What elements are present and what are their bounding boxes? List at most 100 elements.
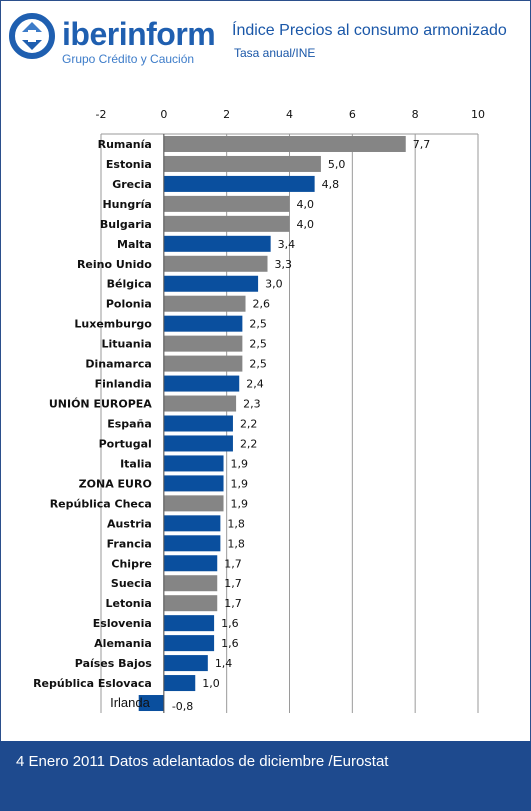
bar <box>163 675 196 692</box>
data-label: -0,8 <box>172 700 193 713</box>
bar <box>163 555 218 572</box>
category-label: Francia <box>107 537 152 550</box>
category-label: UNIÓN EUROPEA <box>49 398 152 411</box>
category-label: Suecia <box>111 577 152 590</box>
x-tick-label: 10 <box>471 108 485 121</box>
bar <box>163 595 218 612</box>
x-tick-label: 2 <box>223 108 230 121</box>
category-label: Lituania <box>102 338 152 351</box>
bar <box>163 295 246 312</box>
bar <box>163 355 243 372</box>
bar <box>163 375 240 392</box>
data-label: 4,8 <box>322 178 340 191</box>
category-label: Malta <box>117 238 152 251</box>
data-label: 1,0 <box>202 677 220 690</box>
category-label: Luxemburgo <box>74 318 152 331</box>
category-label: Dinamarca <box>85 358 151 371</box>
bar <box>163 215 290 232</box>
data-label: 1,9 <box>231 477 249 490</box>
data-label: 3,0 <box>265 278 283 291</box>
bar <box>163 535 221 552</box>
category-label: Estonia <box>106 158 152 171</box>
chart-subtitle: Tasa anual/INE <box>234 46 316 60</box>
category-label: Letonia <box>106 597 152 610</box>
bar <box>163 235 271 252</box>
footer-note: 4 Enero 2011 Datos adelantados de diciem… <box>16 753 389 770</box>
data-label: 2,2 <box>240 437 258 450</box>
brand-name: iberinform <box>62 16 216 52</box>
bar <box>163 615 215 632</box>
bar <box>163 435 233 452</box>
category-label: Portugal <box>99 437 152 450</box>
x-tick-label: 4 <box>286 108 293 121</box>
data-label: 4,0 <box>297 198 315 211</box>
bar <box>138 695 164 712</box>
data-label: 1,7 <box>224 577 242 590</box>
data-label: 5,0 <box>328 158 346 171</box>
bar <box>163 655 208 672</box>
chart-title: Índice Precios al consumo armonizado <box>232 22 507 39</box>
data-label: 7,7 <box>413 138 431 151</box>
category-label: Rumanía <box>98 138 152 151</box>
brand-subtitle: Grupo Crédito y Caución <box>62 52 195 66</box>
data-label: 1,7 <box>224 557 242 570</box>
category-label: Reino Unido <box>77 258 152 271</box>
bar-chart: -2 0 2 4 6 8 10 Rumanía 7,7 Estonia 5,0 Grecia 4,8 Hu… <box>33 108 485 713</box>
data-label: 1,9 <box>231 497 249 510</box>
category-label: Finlandia <box>95 378 152 391</box>
data-label: 2,5 <box>249 358 267 371</box>
footer-bar: 4 Enero 2011 Datos adelantados de diciem… <box>0 741 531 811</box>
category-label: Hungría <box>102 198 151 211</box>
category-label: Chipre <box>111 557 151 570</box>
data-label: 3,3 <box>275 258 293 271</box>
category-label: Italia <box>120 457 152 470</box>
category-label: Bélgica <box>107 278 152 291</box>
data-label: 1,6 <box>221 637 239 650</box>
x-tick-label: 8 <box>412 108 419 121</box>
data-label: 2,5 <box>249 338 267 351</box>
data-label: 2,2 <box>240 418 258 431</box>
bar <box>163 315 243 332</box>
data-label: 2,4 <box>246 378 264 391</box>
data-label: 2,3 <box>243 398 261 411</box>
data-label: 2,5 <box>249 318 267 331</box>
data-label: 1,6 <box>221 617 239 630</box>
data-label: 1,9 <box>231 457 249 470</box>
bar <box>163 475 224 492</box>
data-label: 3,4 <box>278 238 296 251</box>
bar <box>163 395 237 412</box>
bar <box>163 175 315 192</box>
category-label: Austria <box>107 517 152 530</box>
x-tick-label: -2 <box>96 108 107 121</box>
category-label: Irlanda <box>110 695 151 710</box>
category-label: Bulgaria <box>100 218 152 231</box>
data-label: 1,8 <box>227 537 245 550</box>
logo-arrows-icon <box>9 13 55 59</box>
bar <box>163 155 321 172</box>
category-label: Polonia <box>106 298 152 311</box>
category-label: España <box>107 418 152 431</box>
data-label: 1,8 <box>227 517 245 530</box>
category-label: Grecia <box>112 178 152 191</box>
bar <box>163 455 224 472</box>
bar <box>163 415 233 432</box>
bar <box>163 635 215 652</box>
iberinform-logo: iberinform Grupo Crédito y Caución <box>8 12 216 72</box>
bar <box>163 495 224 512</box>
data-label: 1,4 <box>215 657 233 670</box>
data-label: 1,7 <box>224 597 242 610</box>
category-label: Países Bajos <box>75 657 152 670</box>
bar <box>163 255 268 272</box>
category-label: República Eslovaca <box>33 677 152 690</box>
data-label: 4,0 <box>297 218 315 231</box>
bar <box>163 335 243 352</box>
category-label: ZONA EURO <box>79 477 152 490</box>
x-tick-label: 0 <box>160 108 167 121</box>
data-label: 2,6 <box>253 298 271 311</box>
category-label: República Checa <box>50 497 152 510</box>
category-label: Alemania <box>94 637 152 650</box>
category-label: Eslovenia <box>93 617 152 630</box>
bar <box>163 275 259 292</box>
bar <box>163 195 290 212</box>
bar <box>163 135 406 152</box>
